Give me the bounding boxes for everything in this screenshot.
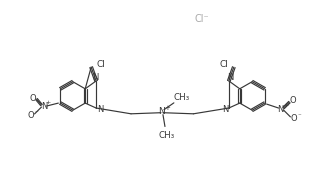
Text: O: O: [27, 111, 34, 120]
Text: CH₃: CH₃: [174, 93, 190, 102]
Text: N: N: [277, 105, 284, 113]
Text: N: N: [97, 105, 103, 113]
Text: N: N: [92, 73, 98, 82]
Text: N: N: [222, 105, 228, 113]
Text: CH₃: CH₃: [159, 131, 175, 140]
Text: ⁻: ⁻: [35, 110, 38, 116]
Text: Cl: Cl: [220, 60, 228, 69]
Text: +: +: [283, 102, 288, 108]
Text: O: O: [289, 96, 296, 105]
Text: N: N: [159, 107, 165, 116]
Text: Cl⁻: Cl⁻: [194, 14, 209, 24]
Text: +: +: [46, 100, 51, 105]
Text: N: N: [227, 73, 233, 82]
Text: ⁻: ⁻: [298, 113, 301, 119]
Text: O: O: [29, 94, 36, 103]
Text: Cl: Cl: [97, 60, 106, 69]
Text: +: +: [164, 105, 170, 111]
Text: N: N: [41, 102, 48, 110]
Text: O: O: [290, 114, 297, 123]
